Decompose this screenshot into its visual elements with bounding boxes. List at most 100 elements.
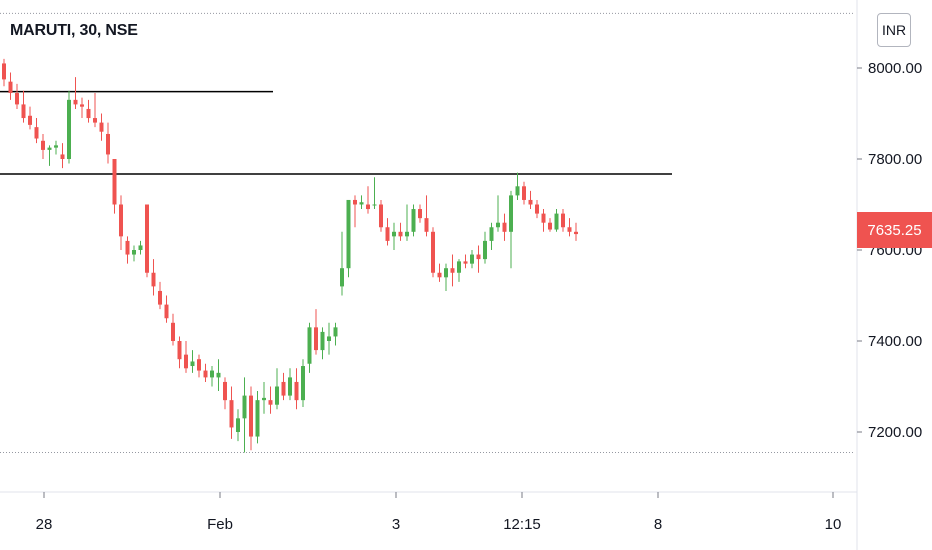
candle [177, 336, 182, 369]
candle [197, 354, 201, 378]
candle [366, 186, 370, 214]
candle-body [262, 397, 266, 401]
candle-body [392, 231, 396, 237]
candle-body [554, 213, 559, 230]
symbol-title[interactable]: MARUTI, 30, NSE [10, 22, 138, 39]
y-tick-label: 8000.00 [868, 60, 922, 77]
candle-body [327, 336, 331, 341]
candle-body [236, 418, 240, 432]
candle [333, 322, 338, 346]
candle-body [177, 341, 182, 360]
candle-body [54, 145, 58, 148]
x-tick-label: 10 [825, 516, 842, 533]
candle-body [60, 154, 65, 159]
candle-body [190, 361, 195, 367]
candle-body [164, 304, 169, 319]
candle [515, 172, 520, 200]
candle-body [86, 108, 91, 119]
candle [112, 159, 117, 214]
candle-body [125, 240, 130, 255]
x-tick-label: 3 [392, 516, 400, 533]
candle [346, 199, 351, 278]
candle-body [106, 133, 110, 155]
last-price-label: 7635.25 [857, 212, 932, 248]
currency-button[interactable]: INR [877, 13, 911, 47]
candle-body [450, 268, 455, 273]
candle-body [366, 204, 370, 210]
candle-body [301, 366, 305, 401]
candle-body [151, 272, 156, 287]
candle [242, 377, 247, 453]
candle [320, 327, 325, 360]
candle [158, 281, 162, 310]
candle-body [405, 231, 409, 237]
candle [392, 222, 396, 250]
candle [73, 77, 78, 109]
candle-body [67, 99, 71, 159]
candle [301, 359, 305, 407]
candle-body [489, 227, 494, 241]
candle [327, 322, 331, 355]
candle [223, 377, 227, 410]
candle-body [385, 227, 390, 241]
candle [164, 295, 169, 323]
candle [281, 372, 286, 401]
candle [522, 181, 526, 205]
candle [132, 245, 136, 262]
x-tick-label: 8 [654, 516, 662, 533]
candle [184, 341, 188, 373]
candle [470, 250, 474, 269]
candle-body [418, 209, 422, 219]
candle-body [483, 240, 487, 260]
candle-body [145, 204, 149, 273]
candle [541, 209, 546, 232]
candle [236, 409, 240, 442]
candle-body [99, 122, 104, 132]
candle-body [249, 395, 253, 437]
candle [216, 359, 221, 392]
candle [151, 259, 156, 296]
candle [463, 254, 468, 269]
candle [450, 254, 455, 287]
candle [60, 143, 65, 169]
candle-body [353, 199, 357, 205]
candle [457, 259, 461, 282]
candle-body [320, 331, 325, 351]
candle [190, 350, 195, 373]
candle-body [229, 400, 234, 428]
candle [294, 368, 299, 410]
candle-body [268, 400, 273, 405]
candle-body [119, 204, 123, 237]
candle-body [223, 381, 227, 401]
candle [275, 368, 279, 410]
candle [314, 309, 318, 355]
candle [418, 204, 422, 223]
candle-body [28, 115, 32, 125]
candle [385, 218, 390, 246]
candle-body [379, 204, 383, 228]
candle-body [112, 159, 117, 205]
candle [483, 231, 487, 264]
candle [496, 195, 500, 232]
candle-body [444, 268, 448, 278]
candle [567, 218, 572, 237]
candle [489, 222, 494, 250]
candle-body [502, 222, 507, 232]
candle [528, 190, 533, 210]
candle [255, 391, 260, 444]
candle [229, 386, 234, 439]
x-tick-label: 12:15 [503, 516, 541, 533]
candle [359, 195, 364, 210]
candle [424, 195, 429, 237]
candle [47, 145, 52, 166]
candle-body [288, 377, 292, 396]
candle-body [509, 195, 513, 232]
candle-body [34, 127, 39, 139]
candle [554, 209, 559, 232]
candle-body [197, 359, 201, 371]
x-tick-label: Feb [207, 516, 233, 533]
candle-body [21, 104, 26, 119]
candle [210, 366, 214, 387]
